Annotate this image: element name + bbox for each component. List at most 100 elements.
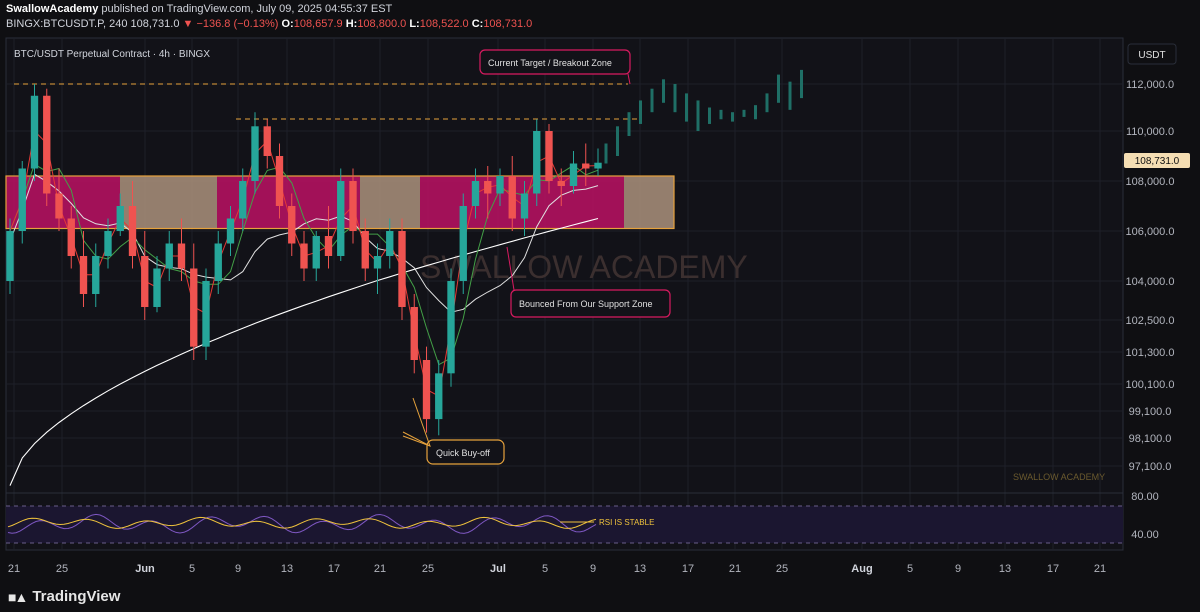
rsi-axis: 80.00 40.00	[1131, 491, 1159, 541]
candle	[116, 193, 124, 236]
buyoff-annotation-text: Quick Buy-off	[436, 448, 490, 458]
projection-bar	[627, 112, 631, 136]
currency-button[interactable]: USDT	[1127, 43, 1177, 65]
rsi-tick-label: 40.00	[1131, 529, 1159, 541]
candle	[545, 123, 553, 194]
projection-bar	[616, 126, 619, 156]
rsi-band	[6, 506, 1123, 543]
time-tick-label: 5	[907, 563, 913, 575]
watermark-small: SWALLOW ACADEMY	[1013, 472, 1105, 482]
tradingview-logo-icon: ■▲	[8, 588, 28, 605]
open-value: 108,657.9	[293, 18, 343, 30]
candle	[263, 119, 271, 169]
time-tick-label: 25	[422, 563, 434, 575]
time-tick-label: Jun	[135, 563, 155, 575]
candle	[582, 143, 590, 186]
tradingview-brand-text: TradingView	[32, 588, 121, 605]
candle	[30, 84, 39, 181]
price-tick-label: 110,000.0	[1126, 126, 1174, 138]
time-tick-label: 5	[542, 563, 548, 575]
candle	[398, 218, 406, 320]
currency-button-label: USDT	[1138, 50, 1165, 61]
candle	[410, 294, 418, 374]
projection-bar	[662, 79, 665, 103]
time-tick-label: 17	[328, 563, 340, 575]
chart-area[interactable]: SWALLOW ACADEMY SWALLOW ACADEMY Current …	[0, 0, 1200, 585]
buyoff-annotation[interactable]: Quick Buy-off	[402, 397, 505, 465]
candle	[447, 268, 455, 387]
price-tick-label: 108,000.0	[1126, 176, 1175, 188]
candle	[275, 143, 284, 219]
time-tick-label: 13	[281, 563, 293, 575]
target-annotation-text: Current Target / Breakout Zone	[488, 58, 612, 68]
candle	[177, 218, 186, 281]
candle	[128, 181, 137, 269]
candle	[508, 156, 516, 231]
candle	[79, 231, 88, 307]
watermark: SWALLOW ACADEMY	[420, 249, 748, 285]
high-value: 108,800.0	[357, 18, 407, 30]
candle	[422, 346, 431, 433]
time-tick-label: 17	[1047, 563, 1059, 575]
bounce-annotation-text: Bounced From Our Support Zone	[519, 299, 653, 309]
published-text: published on TradingView.com, July 09, 2…	[101, 3, 393, 15]
tradingview-logo[interactable]: ■▲ TradingView	[8, 588, 120, 605]
candle	[484, 166, 492, 219]
projection-series	[604, 69, 803, 164]
time-tick-label: 21	[1094, 563, 1106, 575]
price-axis[interactable]: 112,000.0 110,000.0 108,000.0 106,000.0 104,…	[1126, 79, 1175, 473]
low-label: L:	[409, 18, 420, 30]
time-tick-label: 9	[590, 563, 596, 575]
footer-bar	[0, 585, 1200, 612]
candle	[288, 193, 296, 256]
candle	[324, 206, 333, 269]
candle	[43, 88, 51, 206]
price-tick-label: 104,000.0	[1126, 276, 1175, 288]
candle	[153, 256, 161, 313]
projection-bar	[650, 88, 654, 113]
projection-bar	[673, 84, 677, 113]
candlestick-series	[6, 84, 602, 436]
candle	[386, 218, 394, 269]
candle	[557, 168, 565, 206]
chart-title: BTC/USDT Perpetual Contract · 4h · BINGX	[14, 49, 210, 60]
candle	[533, 119, 541, 206]
projection-bar	[708, 107, 711, 124]
ema-long-line	[9, 217, 599, 486]
projection-bar	[754, 105, 757, 120]
candle	[104, 218, 112, 269]
target-annotation[interactable]: Current Target / Breakout Zone	[479, 49, 631, 85]
rsi-ma-line	[7, 516, 597, 529]
time-tick-label: 25	[776, 563, 788, 575]
time-tick-label: 5	[189, 563, 195, 575]
price-tick-label: 112,000.0	[1126, 79, 1174, 91]
candle	[141, 231, 149, 320]
time-tick-label: 21	[8, 563, 20, 575]
candle	[496, 168, 504, 206]
projection-bar	[604, 143, 608, 164]
close-value: 108,731.0	[483, 18, 533, 30]
high-label: H:	[345, 18, 358, 30]
projection-bar	[731, 112, 734, 122]
price-tick-label: 98,100.0	[1129, 433, 1172, 445]
candle	[300, 231, 308, 281]
candle	[55, 168, 63, 231]
candle	[214, 231, 222, 294]
candle	[337, 168, 345, 261]
projection-bar	[696, 100, 700, 131]
candle	[165, 231, 173, 281]
price-tick-label: 106,000.0	[1126, 226, 1175, 238]
candle	[18, 161, 26, 244]
time-axis[interactable]: 21 25 Jun 5 9 13 17 21 25 Jul 5 9 13 17 21 25 Aug 5 9 13 17 2…	[8, 563, 1106, 575]
time-tick-label: 9	[955, 563, 961, 575]
candle	[251, 112, 259, 194]
price-change: ▼ −136.8 (−0.13%)	[182, 18, 279, 30]
author-name[interactable]: SwallowAcademy	[6, 3, 99, 15]
time-tick-label: 13	[999, 563, 1011, 575]
price-tick-label: 100,100.0	[1126, 379, 1175, 391]
rsi-tick-label: 80.00	[1131, 491, 1159, 503]
projection-bar	[777, 74, 780, 103]
projection-bar	[742, 109, 746, 117]
bounce-annotation[interactable]: Bounced From Our Support Zone	[506, 246, 671, 318]
projection-bar	[788, 81, 792, 110]
